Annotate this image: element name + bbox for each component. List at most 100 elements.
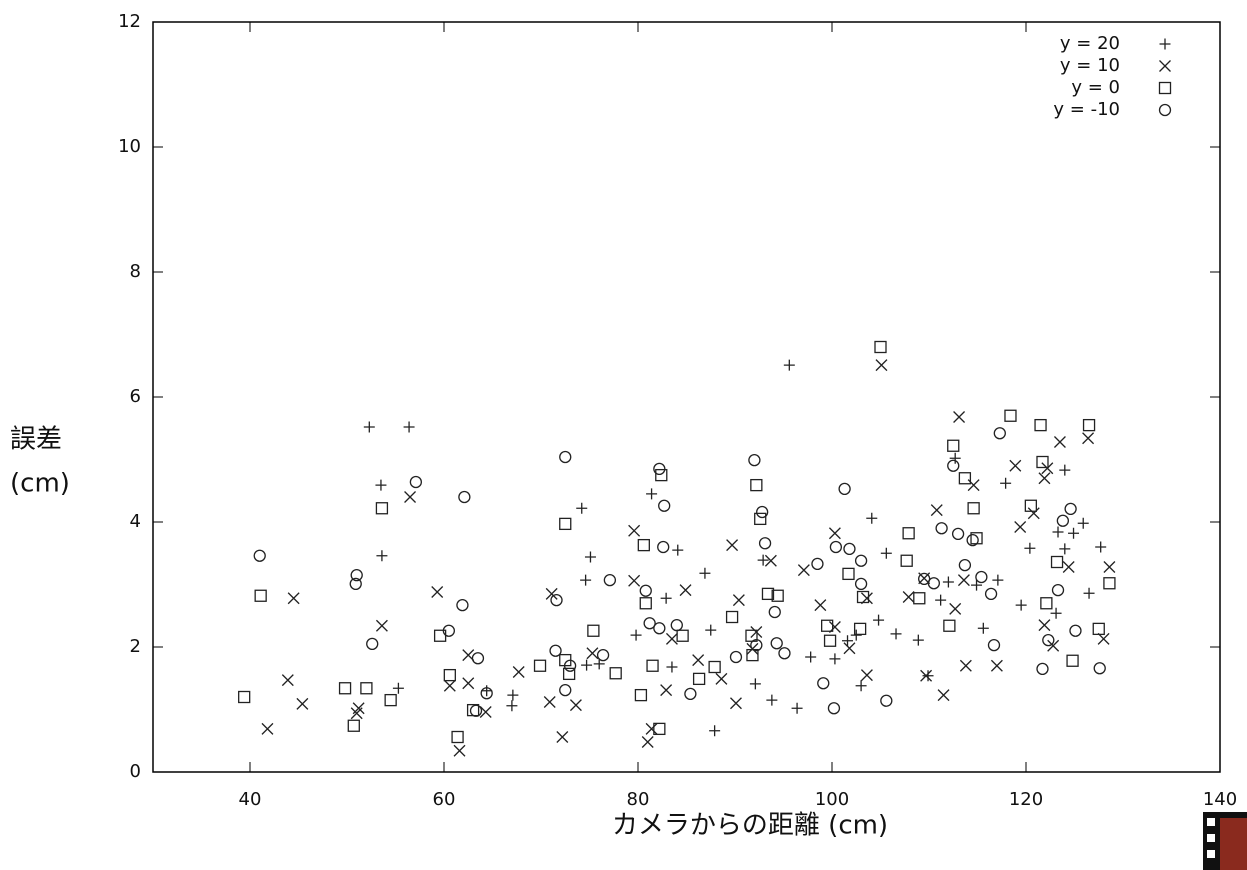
point — [757, 554, 769, 566]
point — [676, 629, 689, 642]
point — [559, 517, 572, 531]
point — [1077, 517, 1089, 529]
point — [1059, 464, 1071, 476]
y-tick-label: 0 — [130, 761, 141, 782]
point — [253, 549, 266, 562]
point — [715, 672, 728, 685]
point — [987, 638, 1001, 652]
point — [829, 653, 841, 665]
point — [646, 659, 659, 672]
point — [350, 568, 363, 582]
point — [1051, 583, 1065, 597]
point — [900, 554, 913, 567]
point — [350, 707, 363, 720]
point — [828, 527, 841, 540]
point — [749, 678, 761, 690]
point — [966, 533, 979, 547]
point — [958, 558, 972, 572]
point — [1050, 555, 1064, 569]
x-tick-label: 120 — [1009, 789, 1043, 810]
point — [823, 634, 837, 647]
point — [641, 736, 654, 748]
point — [875, 359, 888, 372]
point — [480, 687, 493, 700]
point — [1050, 607, 1062, 619]
point — [545, 587, 558, 600]
point — [854, 554, 868, 567]
point — [947, 439, 960, 452]
point — [930, 504, 943, 517]
point — [403, 421, 415, 433]
point — [392, 682, 404, 694]
point — [281, 674, 294, 687]
point — [1052, 526, 1064, 538]
point — [1042, 633, 1055, 647]
point — [639, 597, 652, 610]
legend-marker — [1159, 38, 1171, 50]
point — [942, 576, 954, 588]
point — [672, 544, 684, 556]
point — [1083, 587, 1095, 599]
point — [593, 658, 605, 670]
point — [1038, 619, 1051, 632]
x-tick-label: 100 — [815, 789, 849, 810]
point — [811, 557, 824, 571]
point — [1014, 521, 1027, 533]
point — [451, 730, 464, 744]
point — [838, 482, 851, 496]
x-tick-label: 140 — [1203, 789, 1237, 810]
point — [927, 577, 940, 590]
point — [750, 638, 763, 652]
point — [653, 462, 666, 476]
point — [563, 659, 577, 672]
point — [758, 537, 772, 550]
point — [665, 632, 678, 645]
point — [692, 672, 706, 686]
point — [1041, 462, 1054, 475]
point — [1004, 409, 1017, 422]
point — [658, 499, 671, 512]
point — [1034, 418, 1047, 432]
point — [937, 689, 950, 702]
point — [821, 619, 834, 632]
point — [1069, 624, 1082, 637]
point — [709, 725, 721, 737]
point — [366, 637, 379, 651]
point — [655, 468, 668, 482]
point — [1103, 561, 1116, 573]
point — [957, 574, 970, 587]
point — [843, 542, 856, 556]
point — [771, 589, 784, 602]
point — [745, 629, 758, 642]
point — [949, 452, 961, 464]
point — [1097, 632, 1110, 645]
point — [596, 648, 610, 662]
point — [586, 647, 599, 660]
point — [569, 699, 582, 712]
point — [462, 677, 475, 690]
point — [679, 584, 692, 597]
y-axis-label: (cm) — [10, 469, 70, 499]
point — [1024, 542, 1036, 554]
point — [338, 682, 352, 695]
point — [507, 689, 519, 701]
point — [768, 605, 781, 619]
point — [512, 666, 525, 678]
point — [360, 682, 373, 695]
y-tick-label: 10 — [118, 136, 141, 157]
point — [853, 622, 867, 636]
point — [1053, 436, 1066, 448]
point — [854, 577, 868, 591]
point — [880, 547, 892, 559]
point — [1059, 543, 1071, 555]
point — [576, 502, 588, 514]
point — [977, 622, 989, 634]
point — [1082, 432, 1095, 445]
legend-marker — [1158, 81, 1172, 95]
point — [1093, 662, 1106, 675]
point — [409, 475, 423, 489]
point — [958, 472, 972, 485]
point — [261, 722, 274, 735]
point — [902, 527, 915, 540]
